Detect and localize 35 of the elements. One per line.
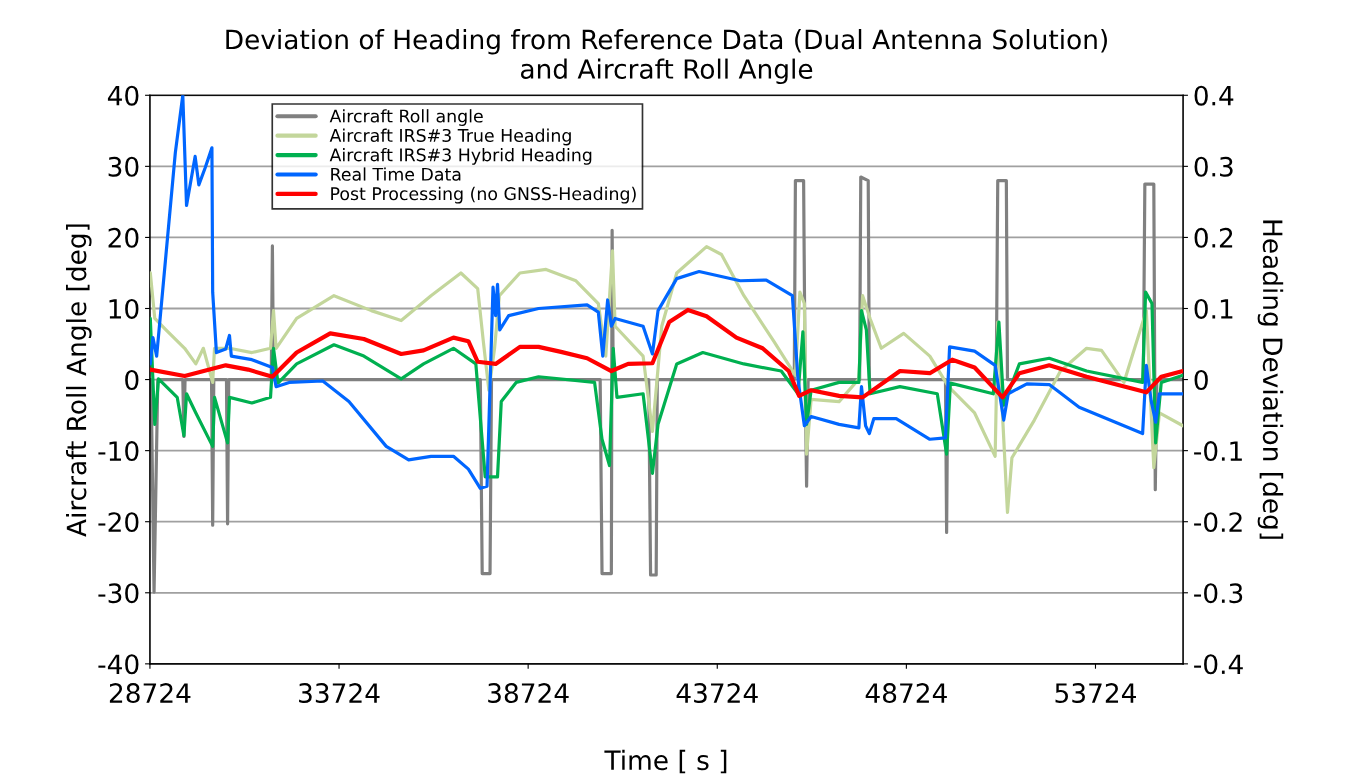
x-tick-label: 38724: [488, 683, 569, 704]
y2-tick-label: -0.1: [1194, 441, 1242, 462]
y-tick-label: 0: [125, 370, 139, 390]
x-tick-label: 53724: [1055, 683, 1136, 704]
y-tick-label: -40: [98, 654, 139, 675]
line-series: [149, 290, 1184, 479]
y2-tick-label: 0.2: [1194, 227, 1233, 248]
y-tick-label: 30: [108, 156, 139, 177]
y-tick-label: 40: [107, 85, 139, 106]
legend-label: Post Processing (no GNSS-Heading): [331, 186, 636, 204]
y-tick-label: 20: [108, 227, 139, 248]
line-series: [149, 307, 1184, 400]
y2-tick-label: 0.1: [1194, 298, 1233, 319]
y-axis-title: Aircraft Roll Angle [deg]: [66, 224, 92, 537]
y2-tick-label: -0.2: [1194, 512, 1242, 533]
y-tick-label: -20: [98, 512, 139, 533]
y-tick-label: -10: [98, 441, 139, 462]
y2-tick-label: 0.3: [1194, 156, 1233, 177]
x-tick-label: 33724: [299, 683, 380, 704]
y-tick-label: -30: [98, 583, 139, 604]
y2-tick-label: 0.4: [1194, 85, 1234, 106]
y2-axis-title: Heading Deviation [deg]: [1257, 220, 1284, 539]
x-tick-label: 43724: [676, 683, 758, 704]
y2-tick-label: -0.3: [1194, 583, 1243, 604]
legend-label: Aircraft IRS#3 True Heading: [329, 128, 571, 146]
x-tick-label: 28724: [109, 683, 191, 704]
legend-label: Aircraft Roll angle: [329, 109, 483, 126]
y-tick-label: 10: [109, 298, 139, 319]
y2-tick-label: 0: [1194, 370, 1208, 390]
chart-title: Deviation of Heading from Reference Data (Dual Antenna Solution) and Aircraft Roll Angle: [226, 29, 1107, 85]
y2-tick-label: -0.4: [1194, 654, 1243, 675]
legend-label: Real Time Data: [331, 167, 461, 181]
legend-label: Aircraft IRS#3 Hybrid Heading: [329, 147, 592, 165]
x-tick-label: 48724: [865, 683, 947, 704]
x-axis-title: Time [ s ]: [604, 749, 727, 774]
